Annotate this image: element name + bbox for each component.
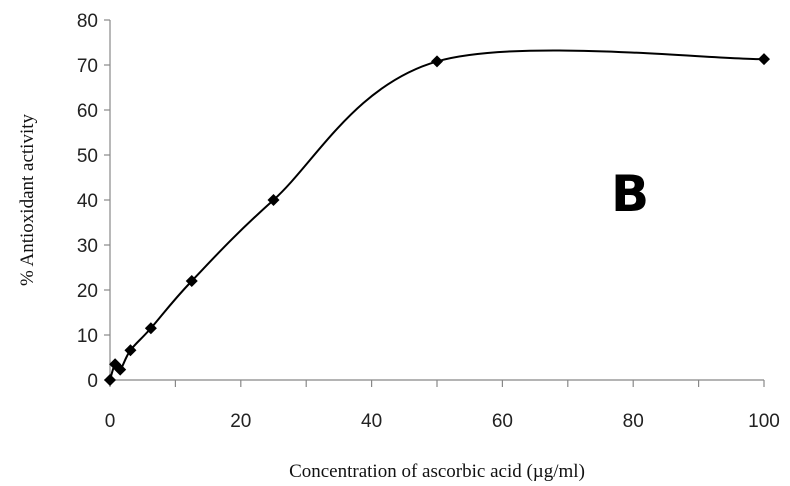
- x-tick-label: 20: [230, 411, 251, 432]
- data-point: [114, 363, 127, 376]
- y-tick-label: 60: [77, 101, 98, 122]
- y-tick-label: 10: [77, 326, 98, 347]
- y-axis-title: % Antioxidant activity: [17, 113, 38, 286]
- y-tick-label: 70: [77, 56, 98, 77]
- x-tick-label: 80: [623, 411, 644, 432]
- ticks: [104, 19, 765, 387]
- x-tick-label: 60: [492, 411, 513, 432]
- x-tick-label: 40: [361, 411, 382, 432]
- data-point: [267, 194, 280, 206]
- series-line: [109, 49, 765, 381]
- y-tick-label: 0: [87, 371, 98, 392]
- y-tick-label: 50: [77, 146, 98, 167]
- data-point: [185, 275, 198, 287]
- x-tick-label: 100: [748, 411, 780, 432]
- data-point: [144, 322, 157, 335]
- x-tick-label: 0: [105, 411, 116, 432]
- panel-label: B: [611, 165, 649, 223]
- axes: [109, 20, 764, 381]
- tick-labels: 0 10 20 30 40 50 60 70 80 0 20 40 60 80 100: [77, 11, 780, 432]
- data-point: [124, 344, 137, 357]
- data-point: [104, 374, 116, 386]
- data-point: [431, 55, 443, 68]
- x-axis-title: Concentration of ascorbic acid (µg/ml): [289, 461, 585, 482]
- y-tick-label: 30: [77, 236, 98, 257]
- y-tick-label: 40: [77, 191, 98, 212]
- markers: [104, 53, 770, 386]
- y-tick-label: 20: [77, 281, 98, 302]
- data-point: [758, 53, 770, 66]
- y-tick-label: 80: [77, 11, 98, 32]
